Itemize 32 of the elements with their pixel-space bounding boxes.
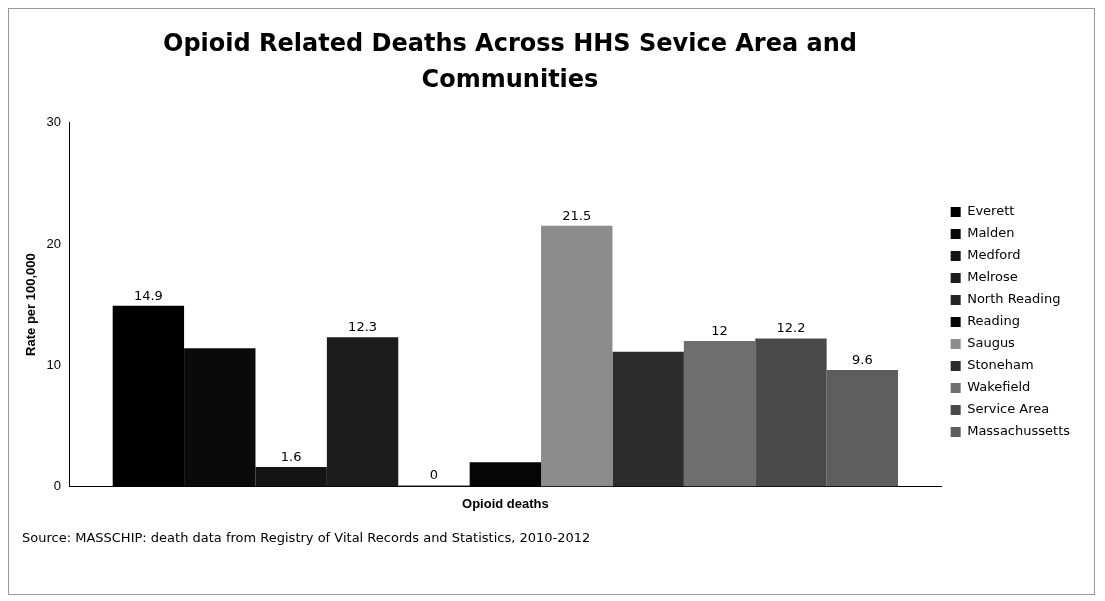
bar bbox=[683, 340, 756, 487]
legend-label: Medford bbox=[967, 247, 1021, 263]
y-tick-label: 20 bbox=[46, 235, 62, 251]
chart-title: Opioid Related Deaths Across HHS Sevice Area and Communities bbox=[162, 28, 858, 95]
data-label: 1.6 bbox=[280, 448, 302, 464]
x-tick-label: Opioid deaths bbox=[462, 495, 549, 511]
y-tick-label: 30 bbox=[46, 114, 62, 130]
legend-label: Stoneham bbox=[967, 357, 1034, 373]
bar bbox=[826, 370, 899, 487]
legend-label: Melrose bbox=[967, 269, 1018, 285]
legend-label: Saugus bbox=[967, 335, 1016, 351]
bar bbox=[541, 225, 613, 487]
legend-label: Wakefield bbox=[967, 379, 1031, 395]
y-axis-title: Rate per 100,000 bbox=[23, 253, 39, 356]
legend-label: Reading bbox=[967, 313, 1020, 329]
source-note: Source: MASSCHIP: death data from Registry of Vital Records and Statistics, 2010-2012 bbox=[22, 530, 591, 545]
data-label: 0 bbox=[429, 467, 439, 483]
data-label: 12.3 bbox=[348, 319, 378, 335]
data-label: 9.6 bbox=[852, 351, 873, 367]
legend-label: Malden bbox=[967, 225, 1015, 241]
data-label: 21.5 bbox=[562, 207, 592, 223]
legend-label: North Reading bbox=[967, 291, 1061, 307]
y-tick-label: 10 bbox=[46, 356, 62, 372]
legend-label: Massachussetts bbox=[967, 423, 1071, 439]
legend-label: Everett bbox=[967, 203, 1015, 219]
data-label: 12.2 bbox=[776, 320, 806, 336]
legend-label: Service Area bbox=[967, 401, 1050, 417]
data-label: 14.9 bbox=[133, 287, 163, 303]
bar bbox=[755, 338, 827, 487]
data-label: 12 bbox=[711, 322, 728, 338]
y-tick-label: 0 bbox=[53, 477, 62, 493]
bar bbox=[612, 351, 684, 487]
